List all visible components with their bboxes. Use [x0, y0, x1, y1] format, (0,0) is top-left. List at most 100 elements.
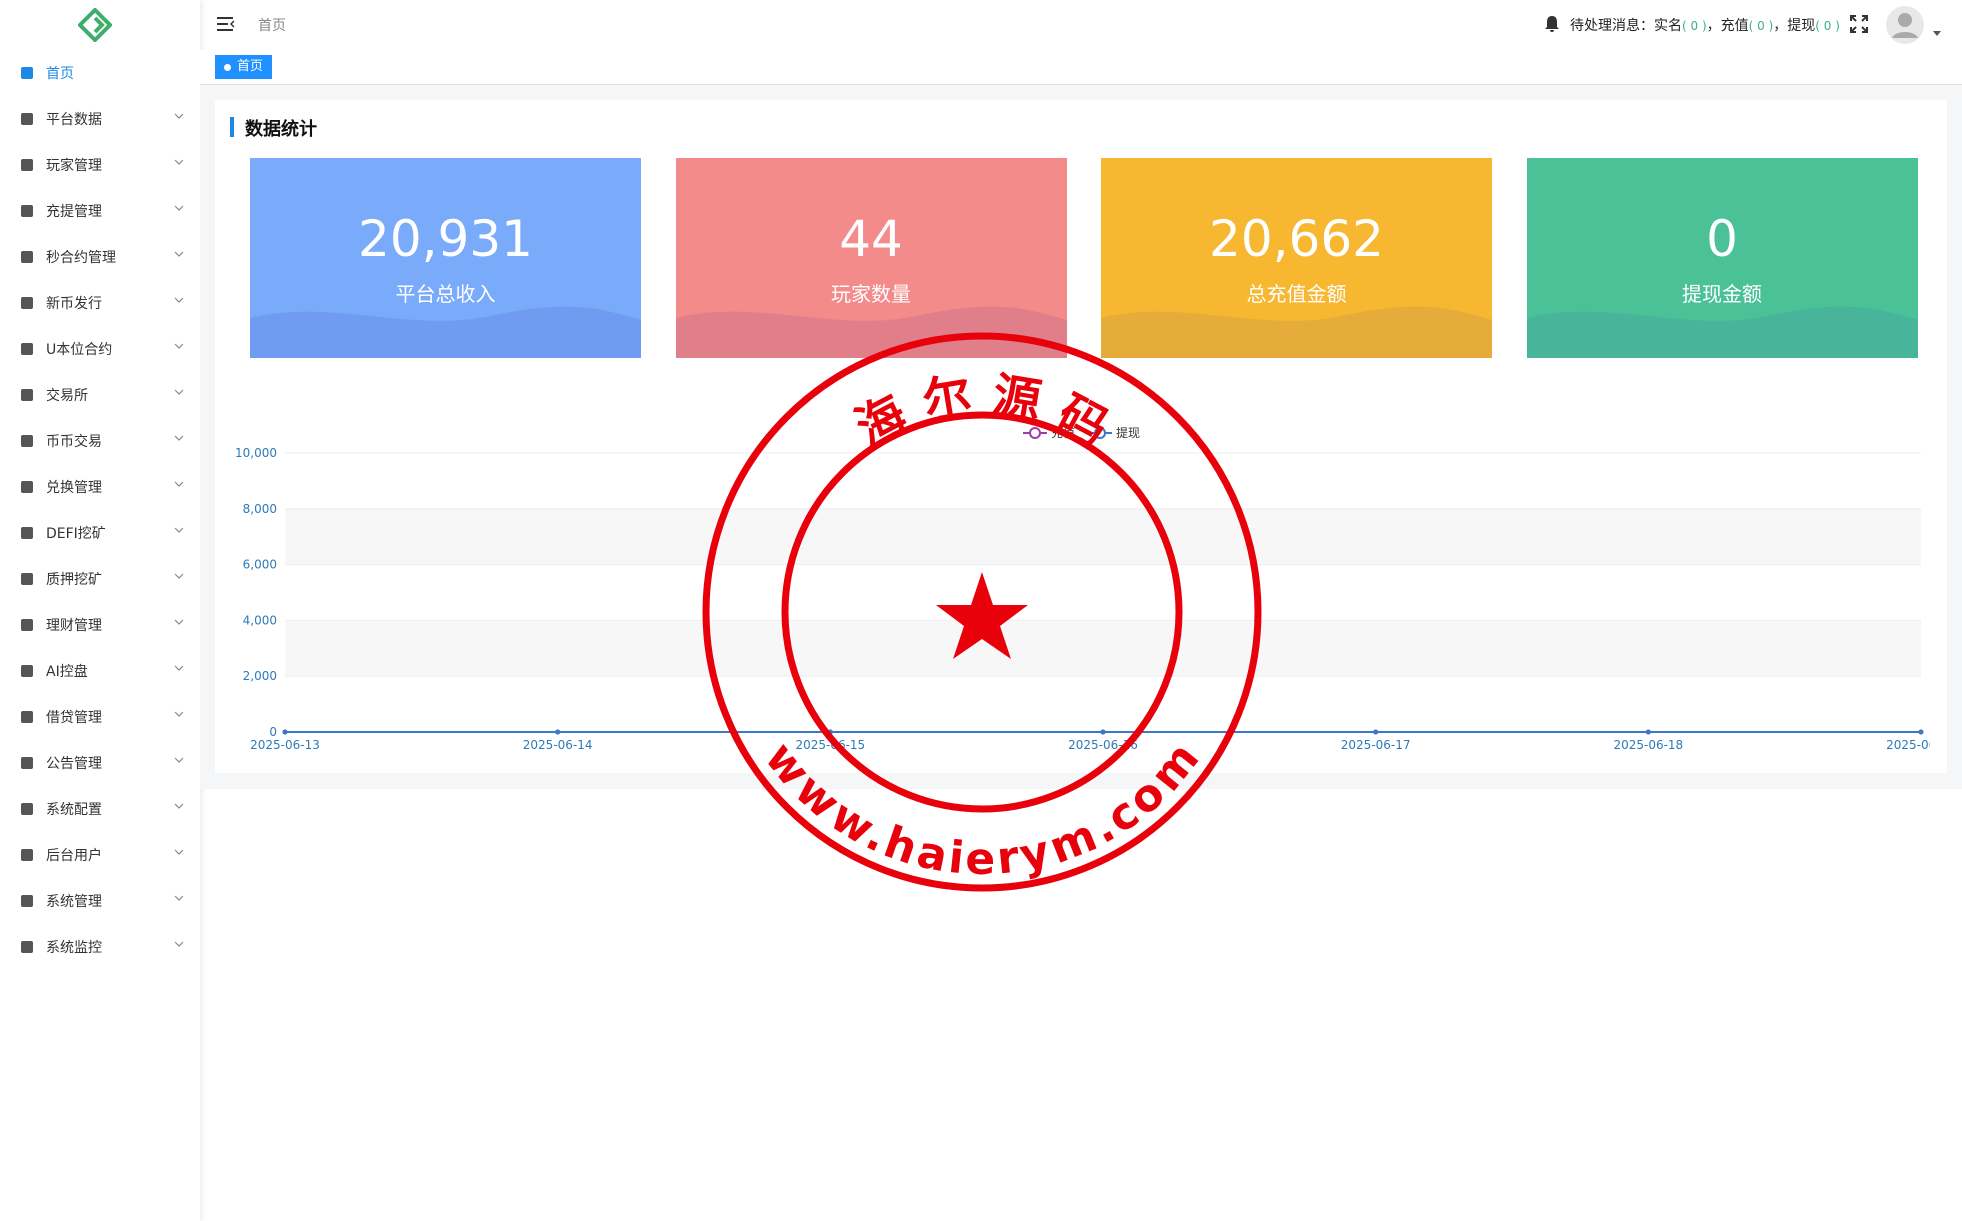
stamp-inner	[781, 411, 1183, 813]
chart-panel	[215, 370, 1947, 773]
x-tick-label: 2025-06-17	[1341, 738, 1411, 752]
card-value: 20,662	[1209, 210, 1384, 268]
chevron	[174, 343, 184, 349]
menu-label: 借贷管理	[46, 710, 102, 726]
menu-icon	[21, 895, 33, 907]
point	[555, 729, 561, 735]
stat-card: 0 提现金额	[1526, 158, 1918, 358]
menu-label: 币币交易	[46, 434, 102, 450]
chevron	[174, 849, 184, 855]
chevron	[174, 619, 184, 625]
menu-icon	[21, 113, 33, 125]
point	[282, 729, 288, 735]
menu-icon	[21, 297, 33, 309]
menu-item[interactable]: U本位合约	[0, 329, 200, 369]
legend-marker	[1029, 427, 1041, 439]
menu-item[interactable]: 平台数据	[0, 99, 200, 139]
bell-icon[interactable]	[1544, 15, 1560, 33]
tab[interactable]: 首页	[215, 55, 273, 79]
menu-label: 理财管理	[46, 618, 102, 634]
top-bar: 首页 待处理消息：实名( 0 )，充值( 0 )，提现( 0 )	[200, 0, 1962, 51]
legend-label: 提现	[1116, 425, 1140, 440]
menu-item[interactable]: 理财管理	[0, 605, 200, 645]
menu-item[interactable]: 借贷管理	[0, 697, 200, 737]
menu-label: 系统配置	[46, 802, 102, 818]
menu-label: 新币发行	[46, 296, 102, 312]
x-tick-label: 2025-06-18	[1613, 738, 1683, 752]
card-wave	[1526, 306, 1918, 358]
avatar[interactable]	[1885, 5, 1925, 45]
menu-item[interactable]: 币币交易	[0, 421, 200, 461]
stat-card: 20,931 平台总收入	[250, 158, 641, 358]
menu-label: 交易所	[46, 388, 88, 404]
menu-item[interactable]: 系统监控	[0, 927, 200, 967]
menu-item[interactable]: 系统配置	[0, 789, 200, 829]
fullscreen-icon[interactable]	[1850, 15, 1868, 33]
y-tick-label: 4,000	[243, 613, 277, 627]
stamp-top-text: 海 尔 源 码	[847, 367, 1117, 457]
menu-item[interactable]: 首页	[0, 53, 200, 93]
chevron	[174, 389, 184, 395]
menu-icon	[21, 435, 33, 447]
menu-item[interactable]: 玩家管理	[0, 145, 200, 185]
menu-label: 秒合约管理	[46, 250, 116, 266]
menu-item[interactable]: 交易所	[0, 375, 200, 415]
menu-item[interactable]: 质押挖矿	[0, 559, 200, 599]
sidebar: 首页平台数据玩家管理充提管理秒合约管理新币发行 U本位合约交易所币币交易兑换管理 D…	[0, 0, 200, 1221]
card-wave	[675, 306, 1067, 358]
menu-icon	[21, 803, 33, 815]
notice-count: ( 0 )	[1748, 19, 1774, 33]
menu-item[interactable]: 系统管理	[0, 881, 200, 921]
stat-card: 44 玩家数量	[675, 158, 1067, 358]
chevron	[174, 435, 184, 441]
menu-icon	[21, 527, 33, 539]
menu-icon	[21, 481, 33, 493]
menu-item[interactable]: 秒合约管理	[0, 237, 200, 277]
stamp-top: 海 尔 源 码	[847, 367, 1117, 457]
chevron	[174, 941, 184, 947]
chevron	[174, 711, 184, 717]
menu-item[interactable]: 充提管理	[0, 191, 200, 231]
card-label: 提现金额	[1682, 282, 1762, 306]
stat-card: 20,662 总充值金额	[1101, 158, 1492, 358]
menu-toggle[interactable]	[217, 16, 235, 32]
title-bar	[230, 117, 234, 137]
point	[1645, 729, 1651, 735]
card-label: 玩家数量	[831, 282, 911, 306]
y-tick-label: 0	[269, 725, 277, 739]
menu-item[interactable]: 公告管理	[0, 743, 200, 783]
menu-icon	[21, 619, 33, 631]
avatar-caret[interactable]	[1933, 31, 1941, 37]
notice-name: ，提现	[1773, 18, 1816, 34]
menu-icon	[21, 67, 33, 79]
menu-icon	[21, 251, 33, 263]
chevron	[174, 803, 184, 809]
notice-label: 待处理消息：	[1570, 18, 1654, 34]
card-label: 平台总收入	[395, 282, 496, 306]
card-value: 20,931	[358, 210, 533, 268]
menu-item[interactable]: 新币发行	[0, 283, 200, 323]
menu-item[interactable]: 兑换管理	[0, 467, 200, 507]
menu-label: 充提管理	[46, 204, 102, 220]
notice-name: ，充值	[1706, 18, 1749, 34]
menu-label: 玩家管理	[46, 158, 102, 174]
menu-item[interactable]: 后台用户	[0, 835, 200, 875]
y-tick-label: 2,000	[243, 669, 277, 683]
menu-icon	[21, 389, 33, 401]
chevron	[174, 251, 184, 257]
watermark: 海 尔 源 码 www.haierym.com	[702, 332, 1262, 892]
card-label: 总充值金额	[1246, 282, 1347, 306]
menu-label: DEFI挖矿	[46, 526, 106, 542]
chevron	[174, 205, 184, 211]
chevron	[174, 113, 184, 119]
y-tick-label: 8,000	[243, 502, 277, 516]
menu-item[interactable]: AI控盘	[0, 651, 200, 691]
y-tick-label: 10,000	[235, 446, 277, 460]
grid-band	[285, 620, 1921, 677]
menu-icon	[21, 941, 33, 953]
logo	[78, 8, 112, 42]
stamp-outer	[702, 332, 1262, 892]
tab-bar: 首页	[200, 50, 1962, 85]
menu-item[interactable]: DEFI挖矿	[0, 513, 200, 553]
y-tick-label: 6,000	[243, 558, 277, 572]
